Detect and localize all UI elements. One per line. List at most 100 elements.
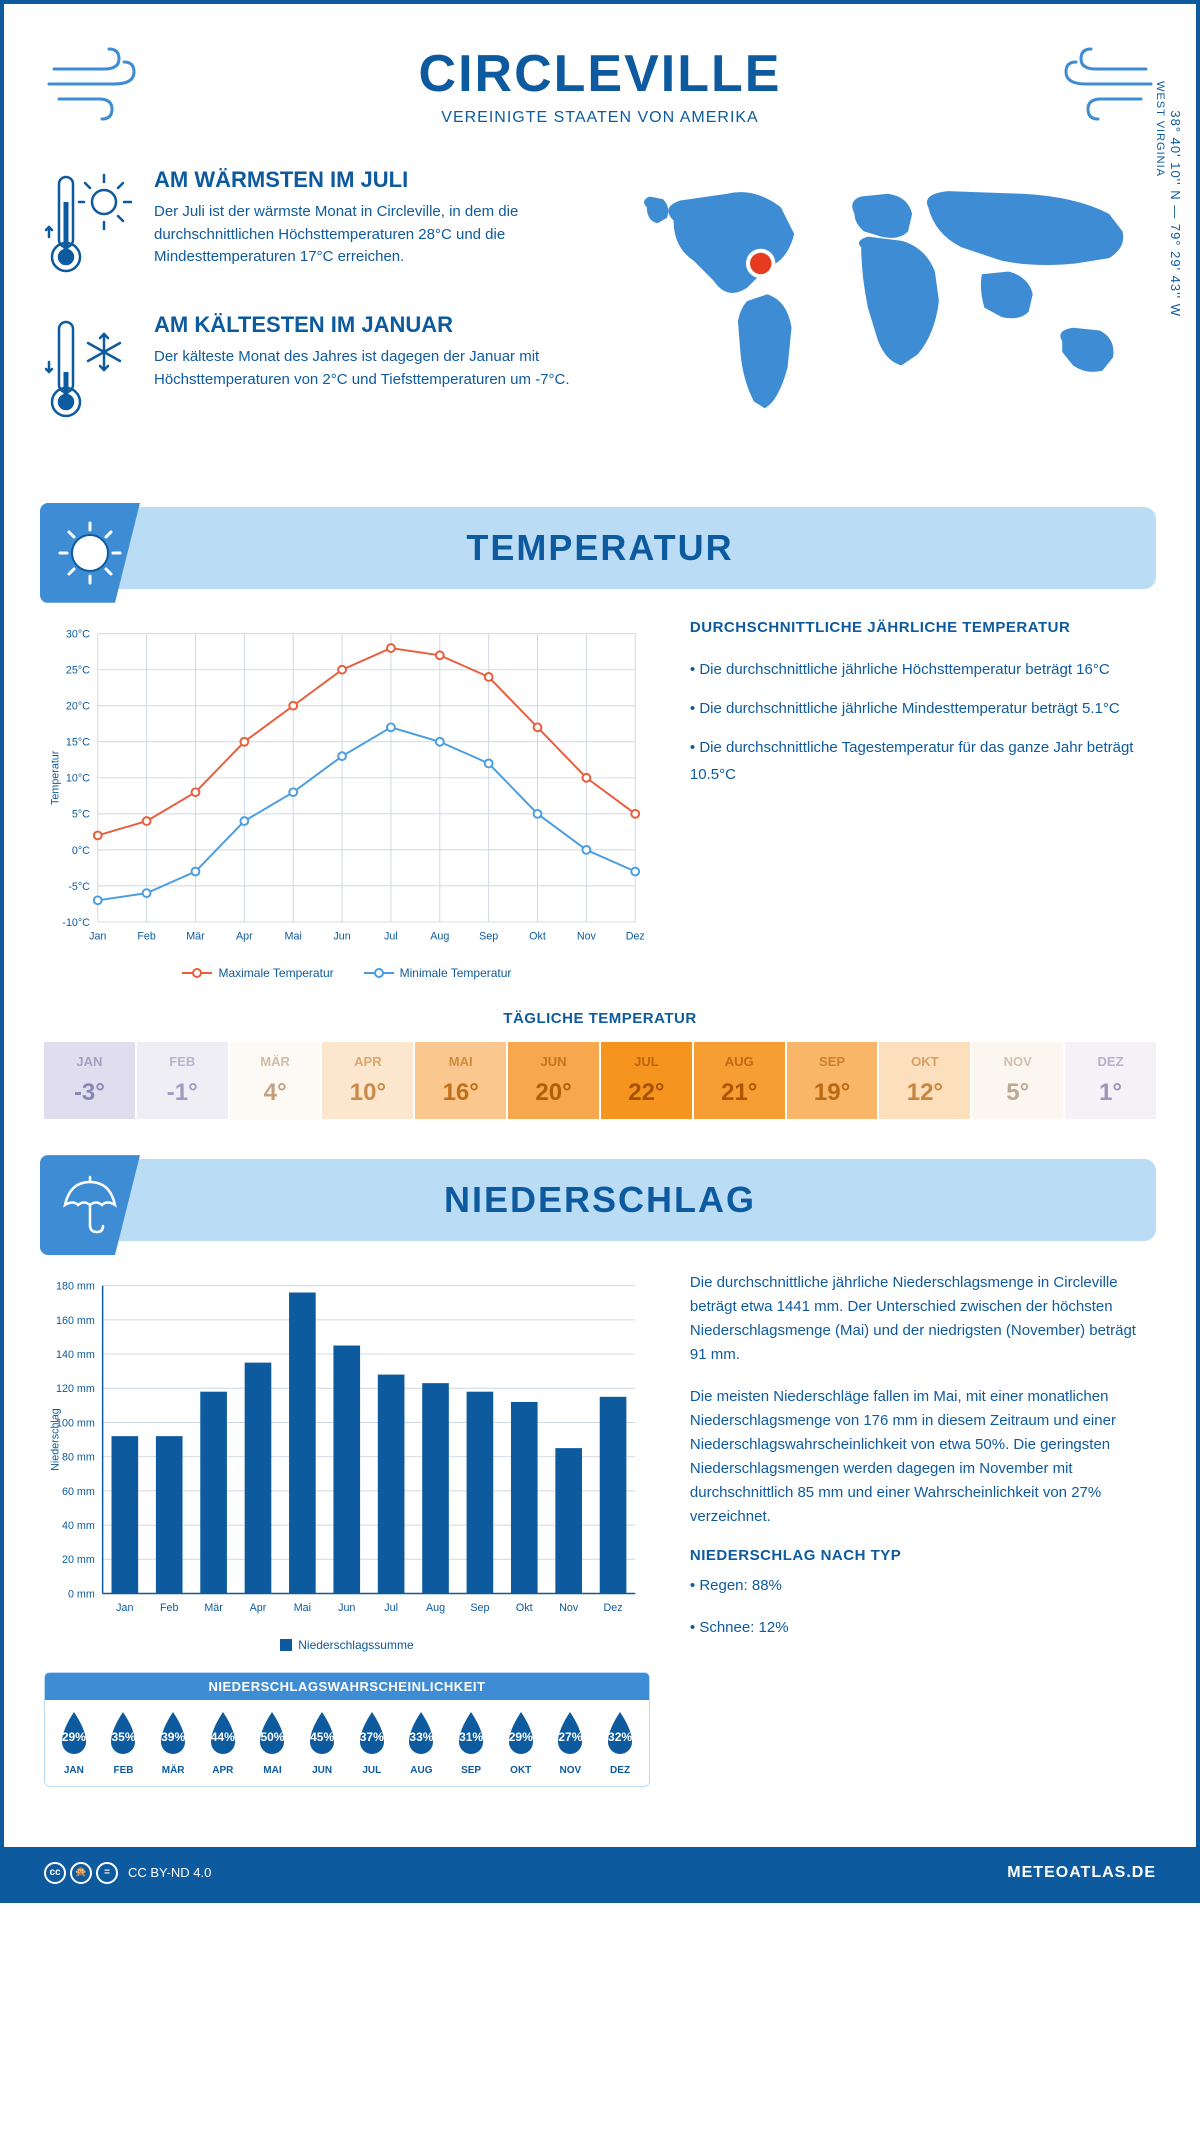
footer: cc 🙊 = CC BY-ND 4.0 METEOATLAS.DE xyxy=(4,1847,1196,1899)
svg-text:Feb: Feb xyxy=(160,1602,179,1614)
temp-cell: AUG21° xyxy=(694,1042,785,1119)
svg-text:10°C: 10°C xyxy=(66,773,90,785)
precipitation-legend: Niederschlagssumme xyxy=(44,1638,650,1652)
svg-text:Jun: Jun xyxy=(333,930,350,942)
svg-text:Mär: Mär xyxy=(204,1602,223,1614)
probability-item: 45%JUN xyxy=(298,1710,346,1776)
svg-text:Aug: Aug xyxy=(430,930,449,942)
probability-item: 29%OKT xyxy=(497,1710,545,1776)
daily-temp-table: JAN-3°FEB-1°MÄR4°APR10°MAI16°JUN20°JUL22… xyxy=(44,1042,1156,1119)
probability-item: 35%FEB xyxy=(100,1710,148,1776)
warmest-title: AM WÄRMSTEN IM JULI xyxy=(154,167,580,193)
probability-item: 50%MAI xyxy=(249,1710,297,1776)
svg-text:Jan: Jan xyxy=(89,930,106,942)
precip-type-title: NIEDERSCHLAG NACH TYP xyxy=(690,1547,1156,1564)
nd-icon: = xyxy=(96,1862,118,1884)
precipitation-content: 0 mm20 mm40 mm60 mm80 mm100 mm120 mm140 … xyxy=(44,1271,1156,1787)
svg-text:Mai: Mai xyxy=(294,1602,311,1614)
precip-rain: • Regen: 88% xyxy=(690,1574,1156,1598)
region-label: WEST VIRGINIA xyxy=(1154,81,1166,177)
footer-site: METEOATLAS.DE xyxy=(1007,1864,1156,1882)
svg-text:Dez: Dez xyxy=(626,930,645,942)
temp-cell: OKT12° xyxy=(879,1042,970,1119)
svg-text:Mär: Mär xyxy=(186,930,205,942)
sun-icon xyxy=(40,503,140,603)
temp-cell: SEP19° xyxy=(787,1042,878,1119)
temperature-annual-text: DURCHSCHNITTLICHE JÄHRLICHE TEMPERATUR •… xyxy=(690,619,1156,980)
svg-text:80 mm: 80 mm xyxy=(62,1452,95,1464)
svg-text:Temperatur: Temperatur xyxy=(50,750,62,805)
annual-bullet-1: • Die durchschnittliche jährliche Höchst… xyxy=(690,656,1156,683)
svg-text:60 mm: 60 mm xyxy=(62,1486,95,1498)
page-subtitle: VEREINIGTE STAATEN VON AMERIKA xyxy=(44,109,1156,127)
precipitation-chart: 0 mm20 mm40 mm60 mm80 mm100 mm120 mm140 … xyxy=(44,1271,650,1787)
intro-section: AM WÄRMSTEN IM JULI Der Juli ist der wär… xyxy=(44,167,1156,467)
license-text: CC BY-ND 4.0 xyxy=(128,1865,211,1880)
svg-text:Jul: Jul xyxy=(384,1602,398,1614)
svg-text:140 mm: 140 mm xyxy=(56,1349,95,1361)
temp-cell: JUN20° xyxy=(508,1042,599,1119)
temp-cell: APR10° xyxy=(322,1042,413,1119)
svg-text:Sep: Sep xyxy=(479,930,498,942)
svg-text:Feb: Feb xyxy=(137,930,156,942)
svg-text:Okt: Okt xyxy=(529,930,546,942)
world-map-icon xyxy=(620,167,1156,462)
svg-text:5°C: 5°C xyxy=(72,809,90,821)
precipitation-title: NIEDERSCHLAG xyxy=(74,1179,1126,1221)
warmest-description: Der Juli ist der wärmste Monat in Circle… xyxy=(154,201,580,269)
svg-text:30°C: 30°C xyxy=(66,628,90,640)
svg-text:Jul: Jul xyxy=(384,930,398,942)
thermometer-cold-icon xyxy=(44,312,134,427)
intro-left: AM WÄRMSTEN IM JULI Der Juli ist der wär… xyxy=(44,167,580,467)
coordinates: 38° 40' 10'' N — 79° 29' 43'' W xyxy=(1169,110,1184,317)
annual-bullet-2: • Die durchschnittliche jährliche Mindes… xyxy=(690,695,1156,722)
annual-title: DURCHSCHNITTLICHE JÄHRLICHE TEMPERATUR xyxy=(690,619,1156,636)
page-title: CIRCLEVILLE xyxy=(44,44,1156,104)
precipitation-section-header: NIEDERSCHLAG xyxy=(44,1159,1156,1241)
daily-temp-title: TÄGLICHE TEMPERATUR xyxy=(44,1010,1156,1027)
legend-precip-label: Niederschlagssumme xyxy=(298,1638,413,1652)
coldest-description: Der kälteste Monat des Jahres ist dagege… xyxy=(154,346,580,391)
svg-text:160 mm: 160 mm xyxy=(56,1315,95,1327)
svg-text:40 mm: 40 mm xyxy=(62,1520,95,1532)
probability-item: 32%DEZ xyxy=(596,1710,644,1776)
probability-box: NIEDERSCHLAGSWAHRSCHEINLICHKEIT 29%JAN35… xyxy=(44,1672,650,1787)
header: CIRCLEVILLE VEREINIGTE STAATEN VON AMERI… xyxy=(44,44,1156,127)
svg-text:Apr: Apr xyxy=(236,930,253,942)
svg-text:-5°C: -5°C xyxy=(68,881,90,893)
svg-text:Jan: Jan xyxy=(116,1602,133,1614)
temp-cell: DEZ1° xyxy=(1065,1042,1156,1119)
svg-text:Apr: Apr xyxy=(250,1602,267,1614)
probability-item: 29%JAN xyxy=(50,1710,98,1776)
temp-cell: JAN-3° xyxy=(44,1042,135,1119)
intro-right: WEST VIRGINIA 38° 40' 10'' N — 79° 29' 4… xyxy=(620,167,1156,467)
warmest-block: AM WÄRMSTEN IM JULI Der Juli ist der wär… xyxy=(44,167,580,282)
svg-text:-10°C: -10°C xyxy=(62,917,90,929)
svg-text:Okt: Okt xyxy=(516,1602,533,1614)
svg-text:Mai: Mai xyxy=(285,930,302,942)
probability-item: 39%MÄR xyxy=(149,1710,197,1776)
coldest-title: AM KÄLTESTEN IM JANUAR xyxy=(154,312,580,338)
temp-cell: NOV5° xyxy=(972,1042,1063,1119)
legend-precip: Niederschlagssumme xyxy=(280,1638,413,1652)
svg-text:20 mm: 20 mm xyxy=(62,1554,95,1566)
legend-min: Minimale Temperatur xyxy=(364,966,512,980)
legend-max-label: Maximale Temperatur xyxy=(218,966,333,980)
thermometer-hot-icon xyxy=(44,167,134,282)
footer-license: cc 🙊 = CC BY-ND 4.0 xyxy=(44,1862,211,1884)
svg-text:Jun: Jun xyxy=(338,1602,355,1614)
precip-snow: • Schnee: 12% xyxy=(690,1616,1156,1640)
svg-text:20°C: 20°C xyxy=(66,700,90,712)
probability-item: 31%SEP xyxy=(447,1710,495,1776)
wind-icon xyxy=(44,44,164,129)
cc-icon: cc xyxy=(44,1862,66,1884)
probability-item: 37%JUL xyxy=(348,1710,396,1776)
wind-icon xyxy=(1036,44,1156,129)
coldest-block: AM KÄLTESTEN IM JANUAR Der kälteste Mona… xyxy=(44,312,580,427)
precipitation-text: Die durchschnittliche jährliche Niedersc… xyxy=(690,1271,1156,1787)
precip-paragraph-2: Die meisten Niederschläge fallen im Mai,… xyxy=(690,1385,1156,1529)
probability-item: 27%NOV xyxy=(547,1710,595,1776)
svg-text:15°C: 15°C xyxy=(66,736,90,748)
svg-text:0°C: 0°C xyxy=(72,845,90,857)
probability-title: NIEDERSCHLAGSWAHRSCHEINLICHKEIT xyxy=(45,1673,649,1700)
